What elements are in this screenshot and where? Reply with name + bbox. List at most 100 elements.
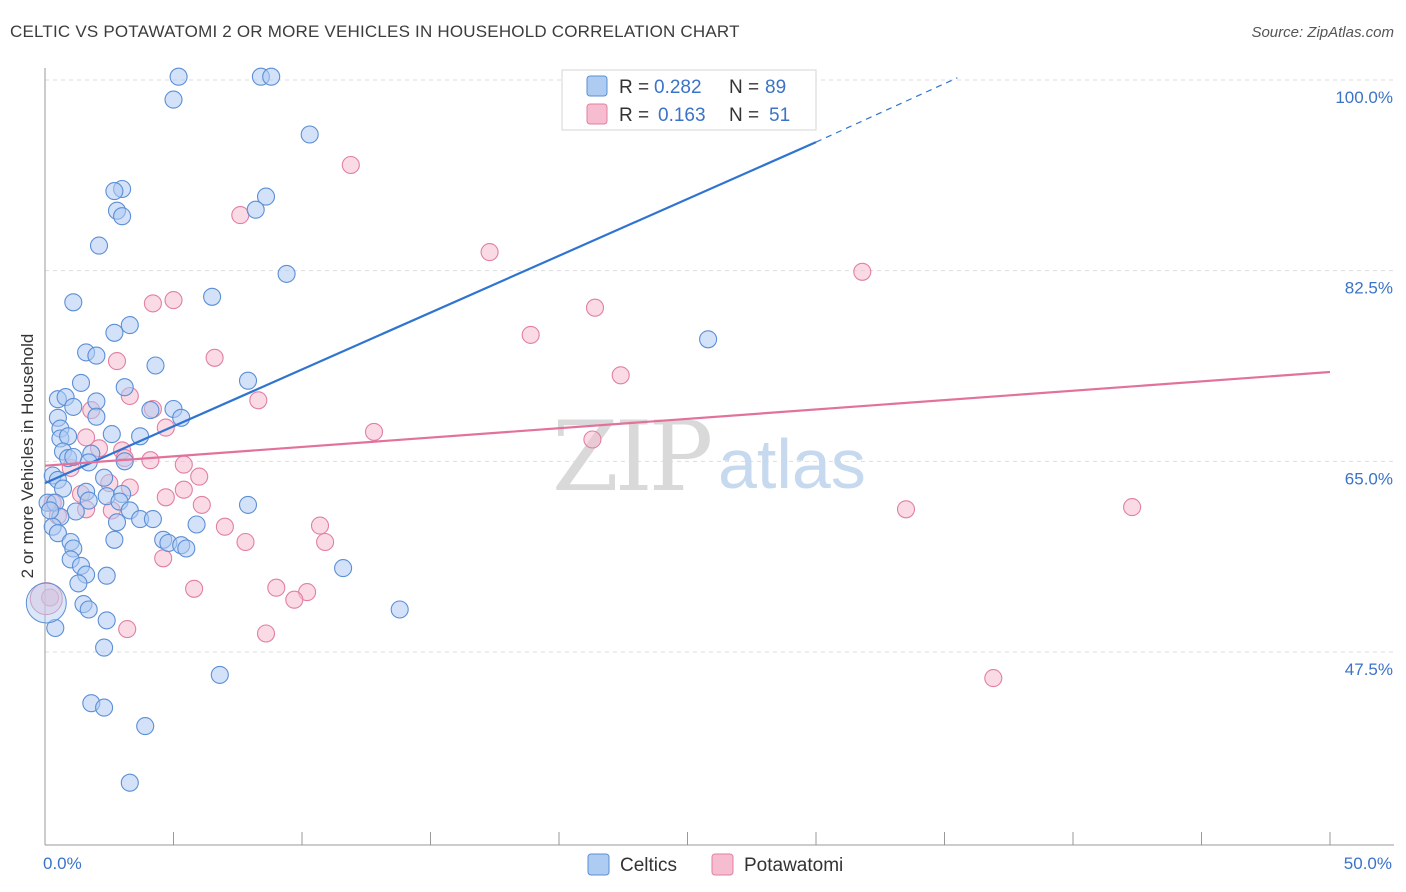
- y-tick-label-3: 100.0%: [1335, 88, 1393, 107]
- correlation-legend: R = 0.282 N = 89 R = 0.163 N = 51: [561, 69, 817, 131]
- celtic-point-19: [146, 356, 165, 375]
- potawatomi-point-41: [154, 549, 173, 568]
- y-tick-labels: 47.5% 65.0% 82.5% 100.0%: [1335, 88, 1393, 679]
- celtic-point-15: [120, 316, 139, 335]
- celtic-point-28: [141, 401, 160, 420]
- potawatomi-point-19: [583, 430, 602, 449]
- celtic-point-9: [246, 200, 265, 219]
- potawatomi-trend-line: [44, 370, 1331, 467]
- bottom-legend-celtics: Celtics: [620, 855, 677, 876]
- celtic-point-81: [97, 611, 116, 630]
- celtic-point-86: [95, 698, 114, 717]
- celtic-point-83: [95, 638, 114, 657]
- celtic-point-10: [113, 207, 132, 226]
- celtic-point-12: [277, 264, 296, 283]
- legend-swatch-celtics: [586, 75, 608, 97]
- bottom-legend-potawatomi: Potawatomi: [744, 855, 843, 876]
- celtic-point-16: [105, 323, 124, 342]
- legend-r-label-celtics: R =: [619, 77, 649, 98]
- potawatomi-point-10: [611, 366, 630, 385]
- celtic-point-76: [334, 559, 353, 578]
- celtic-point-84: [210, 665, 229, 684]
- x-tick-label-max: 50.0%: [1344, 854, 1392, 873]
- potawatomi-point-28: [174, 480, 193, 499]
- potawatomi-point-46: [118, 620, 137, 639]
- celtic-point-52: [79, 491, 98, 510]
- celtic-point-82: [46, 618, 65, 638]
- potawatomi-point-6: [585, 298, 605, 317]
- celtic-point-75: [97, 566, 116, 585]
- celtic-point-25: [87, 392, 106, 411]
- potawatomi-point-12: [249, 391, 268, 410]
- potawatomi-point-38: [310, 516, 330, 535]
- celtic-point-18: [87, 346, 106, 365]
- legend-r-label-potawatomi: R =: [619, 105, 649, 126]
- potawatomi-point-33: [896, 500, 916, 519]
- potawatomi-point-9: [205, 348, 224, 367]
- celtic-point-23: [115, 378, 134, 397]
- celtic-point-88: [120, 773, 139, 792]
- bottom-legend-swatch-potawatomi: [711, 853, 734, 876]
- potawatomi-point-3: [853, 262, 872, 281]
- celtic-point-87: [136, 717, 155, 736]
- bottom-legend-swatch-celtics: [587, 853, 610, 876]
- potawatomi-point-7: [521, 325, 540, 344]
- potawatomi-point-34: [1123, 498, 1142, 517]
- potawatomi-point-4: [143, 294, 162, 313]
- celtic-point-70: [187, 515, 206, 534]
- potawatomi-point-45: [285, 590, 304, 609]
- legend-n-label-celtics: N =: [729, 77, 759, 98]
- celtic-trend-extension: [815, 77, 958, 143]
- celtic-point-80: [390, 600, 409, 619]
- celtic-point-33: [102, 425, 121, 444]
- potawatomi-point-23: [174, 455, 193, 474]
- celtic-point-11: [89, 236, 109, 255]
- celtic-point-77: [69, 574, 88, 593]
- potawatomi-point-39: [236, 532, 255, 552]
- y-axis-title: 2 or more Vehicles in Household: [18, 334, 37, 579]
- celtic-point-22: [71, 373, 91, 392]
- celtic-point-6: [105, 182, 124, 201]
- celtic-point-36: [59, 427, 78, 446]
- y-tick-label-0: 47.5%: [1345, 660, 1393, 679]
- y-tick-label-2: 82.5%: [1345, 279, 1393, 298]
- potawatomi-point-30: [156, 488, 175, 507]
- legend-r-value-potawatomi: 0.163: [658, 105, 706, 126]
- potawatomi-point-2: [480, 243, 499, 262]
- celtic-point-64: [107, 513, 127, 532]
- celtic-point-57: [238, 495, 258, 514]
- celtic-point-30: [87, 407, 106, 426]
- potawatomi-point-49: [41, 588, 60, 607]
- potawatomi-point-17: [77, 428, 96, 447]
- celtic-point-45: [95, 468, 114, 487]
- chart-title: CELTIC VS POTAWATOMI 2 OR MORE VEHICLES …: [10, 22, 740, 41]
- potawatomi-point-43: [185, 579, 204, 598]
- legend-swatch-potawatomi: [586, 103, 608, 125]
- celtic-point-79: [79, 600, 98, 619]
- gridlines: [45, 79, 1394, 653]
- celtic-points: [25, 67, 718, 792]
- potawatomi-point-31: [192, 495, 211, 514]
- potawatomi-point-25: [190, 467, 209, 486]
- celtic-point-large: [25, 582, 67, 624]
- potawatomi-point-0: [341, 155, 360, 175]
- celtic-point-69: [177, 539, 196, 558]
- legend-n-value-celtics: 89: [765, 77, 786, 98]
- potawatomi-point-22: [141, 451, 160, 470]
- celtic-point-2: [262, 67, 281, 86]
- series-legend: Celtics Potawatomi: [587, 853, 843, 876]
- trend-lines: [44, 77, 1331, 485]
- legend-n-value-potawatomi: 51: [769, 105, 790, 126]
- potawatomi-point-5: [164, 291, 183, 310]
- celtic-point-46: [53, 479, 73, 498]
- legend-r-value-celtics: 0.282: [654, 77, 702, 98]
- celtic-point-89: [699, 330, 718, 349]
- celtic-point-20: [238, 371, 258, 390]
- celtic-point-3: [164, 90, 183, 109]
- watermark-atlas: atlas: [718, 425, 866, 503]
- celtic-point-7: [256, 187, 276, 206]
- source-label: Source: ZipAtlas.com: [1251, 24, 1394, 41]
- celtic-point-14: [203, 287, 222, 306]
- potawatomi-point-37: [215, 517, 234, 536]
